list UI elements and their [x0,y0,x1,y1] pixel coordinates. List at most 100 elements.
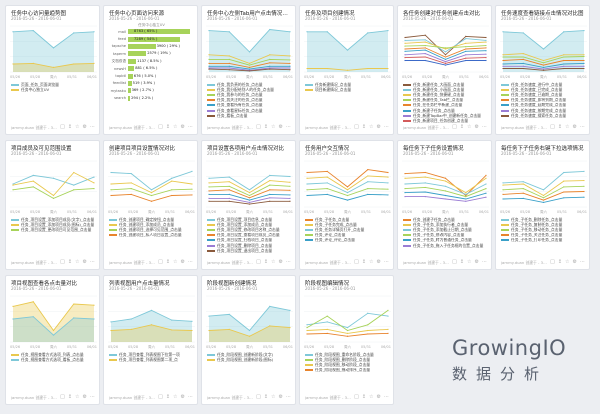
legend-item[interactable]: 任务_任务速度_延期完成_点击量 [501,103,587,108]
more-icon[interactable]: ⋯ [286,124,291,130]
share-icon[interactable]: ↥ [67,124,73,130]
legend-item[interactable]: 任务_任务速度_进行中_点击量 [501,82,587,87]
legend-item[interactable]: 任务_创建项目_确定按钮_点击量 [109,217,195,222]
chart-card[interactable]: 创建项目项目设置情况对比 2016-05-26 - 2016-06-01 05/26… [103,140,198,270]
legend-item[interactable]: 任务_视图查看方式选项_看板_点击量 [11,357,97,362]
legend-item[interactable]: 任务_查看星标任务_点击量 [207,108,293,113]
star-icon[interactable]: ☆ [467,124,472,130]
chart-card[interactable]: 项目成员及可见范围设置 2016-05-26 - 2016-06-01 05/26 0… [5,140,100,270]
settings-icon[interactable]: ⚙ [278,394,283,400]
star-icon[interactable]: ☆ [271,124,276,130]
star-icon[interactable]: ☆ [369,124,374,130]
star-icon[interactable]: ☆ [565,124,570,130]
legend-item[interactable]: 页面_任务_页面浏览量 [11,82,97,87]
legend-item[interactable]: 任务_任务速度_搜索任务_点击量 [501,113,587,118]
legend-item[interactable]: 任务_项目设置_添加项目成员(文字)_点击量 [11,217,97,222]
star-icon[interactable]: ☆ [467,259,472,265]
more-icon[interactable]: ⋯ [482,124,487,130]
more-icon[interactable]: ⋯ [188,259,193,265]
legend-item[interactable]: 任务_视图查看方式选项_列表_点击量 [11,352,97,357]
legend-item[interactable]: 任务_创建项目_私人项目设置_点击量 [109,233,195,238]
legend-item[interactable]: 任务_新建任务_快捷键_点击量 [403,92,489,97]
star-icon[interactable]: ☆ [565,259,570,265]
chart-card[interactable]: 任务中心访问量趋势图 2016-05-26 - 2016-06-01 05/26 05… [5,5,100,135]
chat-icon[interactable]: □ [550,124,555,130]
star-icon[interactable]: ☆ [75,259,80,265]
star-icon[interactable]: ☆ [369,259,374,265]
legend-item[interactable]: 任务_项目设置_查看项目成员_点击量 [207,233,293,238]
share-icon[interactable]: ↥ [165,124,171,130]
legend-item[interactable]: 任务_新建任务_Tab栏_点击量 [403,98,489,103]
legend-item[interactable]: 任务_项目设置_更改项目可见范围_点击量 [11,227,97,232]
chat-icon[interactable]: □ [256,394,261,400]
legend-item[interactable]: 任务_任务速度_按期完成_点击量 [501,108,587,113]
chart-card[interactable]: 阶段视图编辑情况 2016-05-26 - 2016-06-01 05/26 05/2… [299,275,394,405]
legend-item[interactable]: 任务_阶段视图_创建新阶段(图标) [207,357,293,362]
legend-item[interactable]: 任务_项目设置_退出项目_点击量 [207,248,293,253]
share-icon[interactable]: ↥ [557,124,563,130]
settings-icon[interactable]: ⚙ [474,259,479,265]
star-icon[interactable]: ☆ [75,394,80,400]
legend-item[interactable]: 任务_新建子任务_点击量 [403,108,489,113]
legend-item[interactable]: 任务_子任务_点击量 [305,217,391,222]
legend-item[interactable]: 任务_新建任务_小画面_点击量 [403,87,489,92]
star-icon[interactable]: ☆ [173,394,178,400]
settings-icon[interactable]: ⚙ [180,394,185,400]
share-icon[interactable]: ↥ [165,394,171,400]
chat-icon[interactable]: □ [60,394,65,400]
legend-item[interactable]: 任务_子任务_修改内容_点击量 [403,233,489,238]
share-icon[interactable]: ↥ [165,259,171,265]
legend-item[interactable]: 任务_项目设置_添加项目成员(图标)_点击量 [11,222,97,227]
legend-item[interactable]: 任务_创建子任务_点击量 [403,217,489,222]
star-icon[interactable]: ☆ [173,124,178,130]
chart-card[interactable]: 每任务下子任务右键下拉选项情况 2016-05-26 - 2016-06-01 05… [495,140,590,270]
chat-icon[interactable]: □ [158,259,163,265]
legend-item[interactable]: 任务_项目设置_归档项目_点击量 [207,238,293,243]
settings-icon[interactable]: ⚙ [82,259,87,265]
legend-item[interactable]: 任务_我参与的任务_点击量 [207,92,293,97]
chart-card[interactable]: 各任务创建对任务创建点击对比 2016-05-26 - 2016-06-01 05/… [397,5,492,135]
chart-card[interactable]: 列表视图用户点击量情况 2016-05-26 - 2016-06-01 05/26 0… [103,275,198,405]
legend-item[interactable]: 任务_子任务_关注任务_点击量 [501,233,587,238]
legend-item[interactable]: 任务_我关注的任务_点击量 [207,98,293,103]
legend-item[interactable]: 任务_阶段视图_删除阶段_点击量 [305,357,391,362]
more-icon[interactable]: ⋯ [90,124,95,130]
share-icon[interactable]: ↥ [361,124,367,130]
settings-icon[interactable]: ⚙ [376,394,381,400]
legend-item[interactable]: 任务_我分配给别人的任务_点击量 [207,87,293,92]
share-icon[interactable]: ↥ [263,259,269,265]
settings-icon[interactable]: ⚙ [278,124,283,130]
more-icon[interactable]: ⋯ [286,394,291,400]
share-icon[interactable]: ↥ [263,124,269,130]
legend-item[interactable]: 任务_项目设置_项目信息_点击量 [207,217,293,222]
more-icon[interactable]: ⋯ [188,394,193,400]
legend-item[interactable]: 项目新建情况_点击量 [305,87,391,92]
chart-card[interactable]: 阶段视图新创建情况 2016-05-26 - 2016-06-01 05/26 05/… [201,275,296,405]
more-icon[interactable]: ⋯ [90,394,95,400]
legend-item[interactable]: 任务_项目设置_修改项目名称_点击量 [207,227,293,232]
legend-item[interactable]: 任务_阶段视图_移动阶段_点击量 [305,362,391,367]
legend-item[interactable]: 任务_子任务_转为普通任务_点击量 [403,238,489,243]
chat-icon[interactable]: □ [60,124,65,130]
legend-item[interactable]: 任务_子任务_添加截止日期_点击量 [403,227,489,232]
legend-item[interactable]: 任务_子任务_打印任务_点击量 [501,238,587,243]
more-icon[interactable]: ⋯ [90,259,95,265]
legend-item[interactable]: 任务_新建TapBar中_创建新任务_点击量 [403,113,489,118]
more-icon[interactable]: ⋯ [384,394,389,400]
settings-icon[interactable]: ⚙ [278,259,283,265]
legend-item[interactable]: 任务_子任务_添加执行者_点击量 [403,222,489,227]
legend-item[interactable]: 任务_子任务完成_点击量 [305,222,391,227]
legend-item[interactable]: 任务_子任务_删除任务_点击量 [501,217,587,222]
legend-item[interactable]: 任务_任务详情页打开_点击量 [305,227,391,232]
chat-icon[interactable]: □ [60,259,65,265]
star-icon[interactable]: ☆ [369,394,374,400]
chat-icon[interactable]: □ [452,259,457,265]
legend-item[interactable]: 任务_阶段视图_拖动排序_点击量 [305,368,391,373]
legend-item[interactable]: 任务_评论_评论_点击量 [305,238,391,243]
chart-card[interactable]: 任务中心左侧Tab用户点击情况对比 2016-05-26 - 2016-06-01… [201,5,296,135]
settings-icon[interactable]: ⚙ [82,394,87,400]
legend-item[interactable]: 任务_阶段视图_创建新阶段(文字) [207,352,293,357]
share-icon[interactable]: ↥ [557,259,563,265]
chart-card[interactable]: 任务中心页面访问来源 2016-05-26 - 2016-06-01 任务中心独立U… [103,5,198,135]
star-icon[interactable]: ☆ [271,394,276,400]
